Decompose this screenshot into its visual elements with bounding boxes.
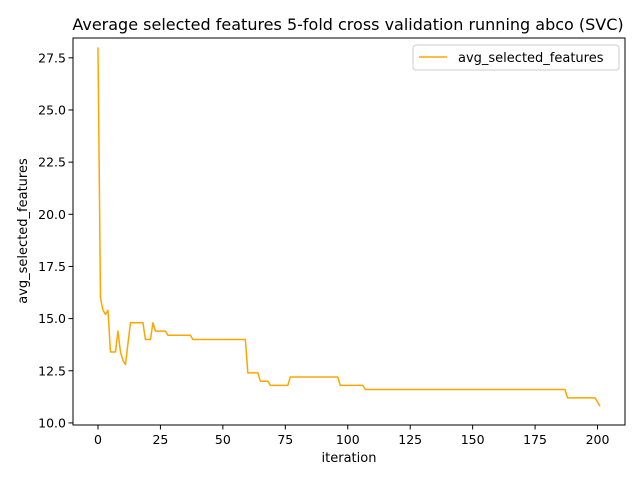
y-tick-label: 22.5 <box>38 155 66 170</box>
x-tick-label: 150 <box>461 432 485 447</box>
x-axis-title: iteration <box>322 451 377 466</box>
x-tick-label: 0 <box>94 432 102 447</box>
plot-frame <box>72 37 626 426</box>
x-tick-label: 100 <box>336 432 360 447</box>
x-tick-label: 50 <box>215 432 231 447</box>
y-tick-label: 15.0 <box>38 311 66 326</box>
x-tick-label: 200 <box>586 432 610 447</box>
legend: avg_selected_features <box>412 44 620 71</box>
y-tick-label: 27.5 <box>38 50 66 65</box>
legend-box <box>412 44 620 71</box>
chart-title: Average selected features 5-fold cross v… <box>72 15 623 34</box>
x-tick-label: 125 <box>398 432 422 447</box>
y-tick-label: 10.0 <box>38 415 66 430</box>
y-tick-label: 17.5 <box>38 259 66 274</box>
y-tick-label: 20.0 <box>38 207 66 222</box>
y-axis-title: avg_selected_features <box>16 158 31 304</box>
x-tick-label: 175 <box>523 432 547 447</box>
x-tick-label: 25 <box>152 432 168 447</box>
x-tick-label: 75 <box>277 432 293 447</box>
y-tick-label: 25.0 <box>38 102 66 117</box>
legend-label: avg_selected_features <box>458 51 604 66</box>
y-tick-label: 12.5 <box>38 363 66 378</box>
series-line-0 <box>97 47 601 407</box>
